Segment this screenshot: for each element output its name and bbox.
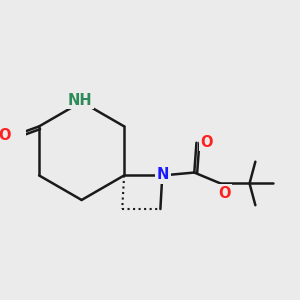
Text: N: N <box>157 167 169 182</box>
Text: O: O <box>218 186 230 201</box>
Text: O: O <box>0 128 11 143</box>
Text: NH: NH <box>68 92 92 107</box>
Text: O: O <box>200 134 213 149</box>
